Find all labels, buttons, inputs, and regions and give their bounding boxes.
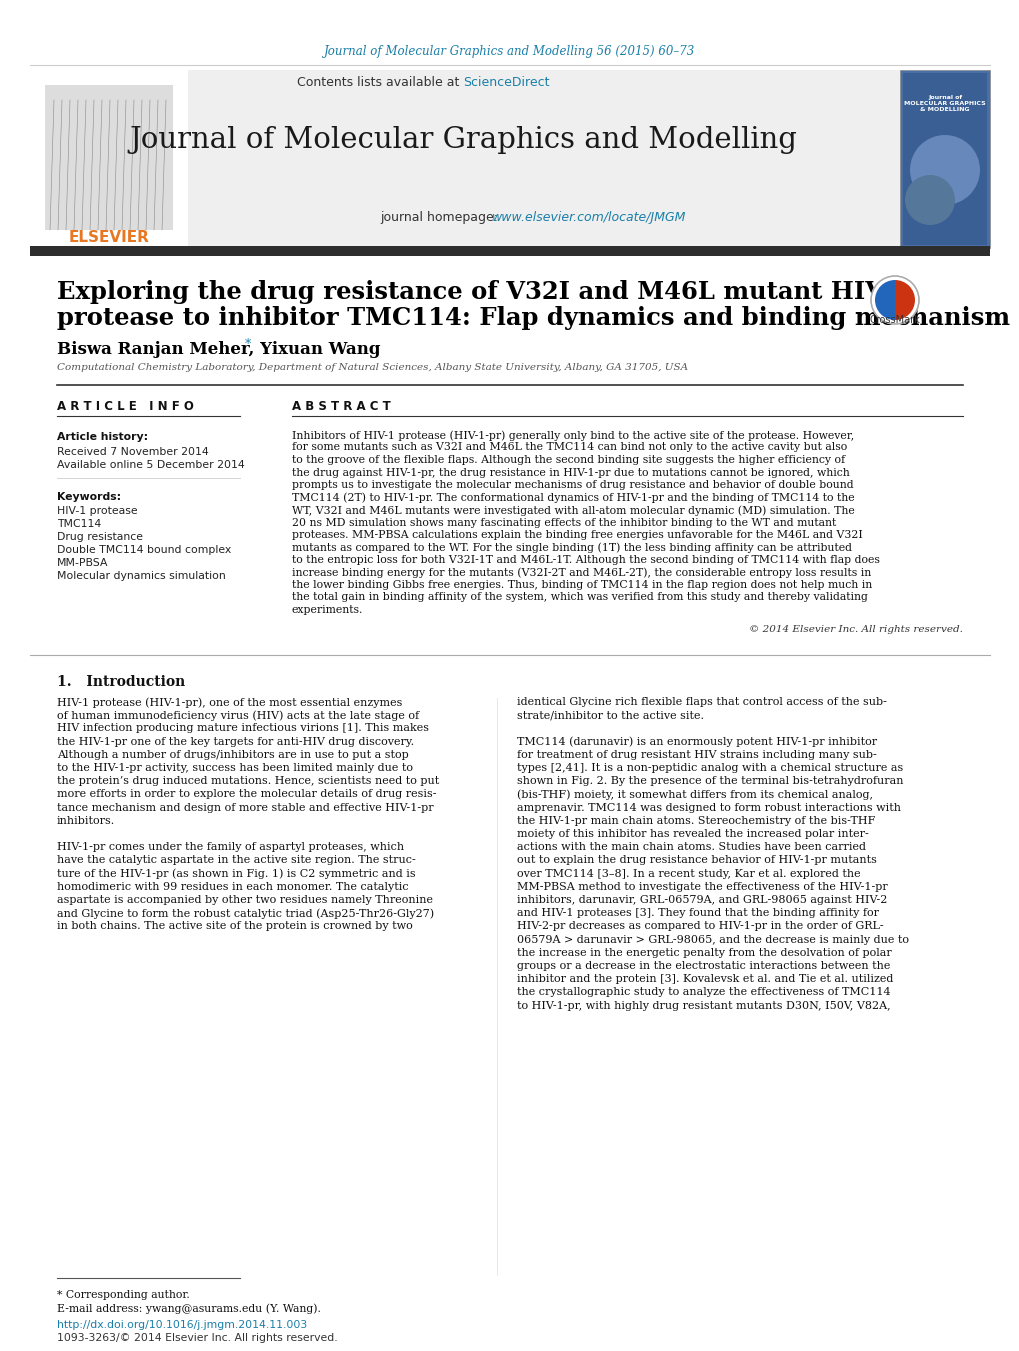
Text: Contents lists available at: Contents lists available at [297,77,463,89]
Text: Keywords:: Keywords: [57,492,121,503]
Text: HIV-1 protease: HIV-1 protease [57,507,138,516]
Text: increase binding energy for the mutants (V32I-2T and M46L-2T), the considerable : increase binding energy for the mutants … [291,567,870,578]
Text: shown in Fig. 2. By the presence of the terminal bis-tetrahydrofuran: shown in Fig. 2. By the presence of the … [517,777,903,786]
Text: A B S T R A C T: A B S T R A C T [291,400,390,412]
Bar [30,70,187,249]
Text: the increase in the energetic penalty from the desolvation of polar: the increase in the energetic penalty fr… [517,948,891,958]
Text: of human immunodeficiency virus (HIV) acts at the late stage of: of human immunodeficiency virus (HIV) ac… [57,711,419,721]
Text: 20 ns MD simulation shows many fascinating effects of the inhibitor binding to t: 20 ns MD simulation shows many fascinati… [291,517,836,527]
Text: Biswa Ranjan Meher, Yixuan Wang: Biswa Ranjan Meher, Yixuan Wang [57,342,380,358]
Text: for some mutants such as V32I and M46L the TMC114 can bind not only to the activ: for some mutants such as V32I and M46L t… [291,443,847,453]
Text: journal homepage:: journal homepage: [380,212,501,224]
Circle shape [909,135,979,205]
Text: TMC114 (darunavir) is an enormously potent HIV-1-pr inhibitor: TMC114 (darunavir) is an enormously pote… [517,736,876,747]
Text: Available online 5 December 2014: Available online 5 December 2014 [57,459,245,470]
Text: ELSEVIER: ELSEVIER [68,231,150,246]
Text: Exploring the drug resistance of V32I and M46L mutant HIV-1: Exploring the drug resistance of V32I an… [57,280,908,304]
Text: to the entropic loss for both V32I-1T and M46L-1T. Although the second binding o: to the entropic loss for both V32I-1T an… [291,555,879,565]
Text: prompts us to investigate the molecular mechanisms of drug resistance and behavi: prompts us to investigate the molecular … [291,480,853,490]
Text: in both chains. The active site of the protein is crowned by two: in both chains. The active site of the p… [57,921,413,931]
Text: the lower binding Gibbs free energies. Thus, binding of TMC114 in the flap regio: the lower binding Gibbs free energies. T… [291,580,871,590]
Text: to HIV-1-pr, with highly drug resistant mutants D30N, I50V, V82A,: to HIV-1-pr, with highly drug resistant … [517,1001,890,1011]
Bar [30,70,899,249]
Text: 1.   Introduction: 1. Introduction [57,676,185,689]
Text: protease to inhibitor TMC114: Flap dynamics and binding mechanism: protease to inhibitor TMC114: Flap dynam… [57,305,1009,330]
Text: proteases. MM-PBSA calculations explain the binding free energies unfavorable fo: proteases. MM-PBSA calculations explain … [291,530,862,540]
Text: ScienceDirect: ScienceDirect [463,77,549,89]
Text: mutants as compared to the WT. For the single binding (1T) the less binding affi: mutants as compared to the WT. For the s… [291,543,851,553]
Text: inhibitor and the protein [3]. Kovalevsk et al. and Tie et al. utilized: inhibitor and the protein [3]. Kovalevsk… [517,974,893,984]
Text: WT, V32I and M46L mutants were investigated with all-atom molecular dynamic (MD): WT, V32I and M46L mutants were investiga… [291,505,854,516]
Text: out to explain the drug resistance behavior of HIV-1-pr mutants: out to explain the drug resistance behav… [517,855,876,866]
Text: amprenavir. TMC114 was designed to form robust interactions with: amprenavir. TMC114 was designed to form … [517,802,900,812]
Text: aspartate is accompanied by other two residues namely Threonine: aspartate is accompanied by other two re… [57,894,433,905]
Text: identical Glycine rich flexible flaps that control access of the sub-: identical Glycine rich flexible flaps th… [517,697,886,707]
Text: TMC114 (2T) to HIV-1-pr. The conformational dynamics of HIV-1-pr and the binding: TMC114 (2T) to HIV-1-pr. The conformatio… [291,493,854,503]
Text: inhibitors.: inhibitors. [57,816,115,825]
Text: the protein’s drug induced mutations. Hence, scientists need to put: the protein’s drug induced mutations. He… [57,777,439,786]
Text: Journal of
MOLECULAR GRAPHICS
& MODELLING: Journal of MOLECULAR GRAPHICS & MODELLIN… [903,95,985,112]
Text: Double TMC114 bound complex: Double TMC114 bound complex [57,544,231,555]
Text: to the groove of the flexible flaps. Although the second binding site suggests t: to the groove of the flexible flaps. Alt… [291,455,845,465]
Text: * Corresponding author.: * Corresponding author. [57,1290,190,1300]
Text: Molecular dynamics simulation: Molecular dynamics simulation [57,571,225,581]
Text: types [2,41]. It is a non-peptidic analog with a chemical structure as: types [2,41]. It is a non-peptidic analo… [517,763,903,773]
Text: 1093-3263/© 2014 Elsevier Inc. All rights reserved.: 1093-3263/© 2014 Elsevier Inc. All right… [57,1333,337,1343]
Text: Article history:: Article history: [57,432,148,442]
Text: http://dx.doi.org/10.1016/j.jmgm.2014.11.003: http://dx.doi.org/10.1016/j.jmgm.2014.11… [57,1320,307,1329]
Text: HIV-1 protease (HIV-1-pr), one of the most essential enzymes: HIV-1 protease (HIV-1-pr), one of the mo… [57,697,401,708]
Wedge shape [874,280,894,320]
Text: and HIV-1 proteases [3]. They found that the binding affinity for: and HIV-1 proteases [3]. They found that… [517,908,878,919]
Wedge shape [894,280,914,320]
Text: the crystallographic study to analyze the effectiveness of TMC114: the crystallographic study to analyze th… [517,988,890,997]
Text: Although a number of drugs/inhibitors are in use to put a stop: Although a number of drugs/inhibitors ar… [57,750,409,759]
Text: HIV infection producing mature infectious virions [1]. This makes: HIV infection producing mature infectiou… [57,723,429,734]
Text: Drug resistance: Drug resistance [57,532,143,542]
Text: ture of the HIV-1-pr (as shown in Fig. 1) is C2 symmetric and is: ture of the HIV-1-pr (as shown in Fig. 1… [57,869,415,880]
Text: HIV-1-pr comes under the family of aspartyl proteases, which: HIV-1-pr comes under the family of aspar… [57,842,404,852]
Text: more efforts in order to explore the molecular details of drug resis-: more efforts in order to explore the mol… [57,789,436,800]
Text: over TMC114 [3–8]. In a recent study, Kar et al. explored the: over TMC114 [3–8]. In a recent study, Ka… [517,869,860,878]
Text: *: * [245,339,251,351]
Text: 06579A > darunavir > GRL-98065, and the decrease is mainly due to: 06579A > darunavir > GRL-98065, and the … [517,935,908,944]
Text: tance mechanism and design of more stable and effective HIV-1-pr: tance mechanism and design of more stabl… [57,802,433,812]
Bar [902,73,986,245]
Text: E-mail address: ywang@asurams.edu (Y. Wang).: E-mail address: ywang@asurams.edu (Y. Wa… [57,1302,321,1313]
Text: homodimeric with 99 residues in each monomer. The catalytic: homodimeric with 99 residues in each mon… [57,882,409,892]
Bar [45,85,173,230]
Text: and Glycine to form the robust catalytic triad (Asp25-Thr26-Gly27): and Glycine to form the robust catalytic… [57,908,434,919]
Text: experiments.: experiments. [291,605,363,615]
Text: the HIV-1-pr main chain atoms. Stereochemistry of the bis-THF: the HIV-1-pr main chain atoms. Stereoche… [517,816,874,825]
Text: (bis-THF) moiety, it somewhat differs from its chemical analog,: (bis-THF) moiety, it somewhat differs fr… [517,789,872,800]
Text: to the HIV-1-pr activity, success has been limited mainly due to: to the HIV-1-pr activity, success has be… [57,763,413,773]
Text: the total gain in binding affinity of the system, which was verified from this s: the total gain in binding affinity of th… [291,593,867,603]
Text: actions with the main chain atoms. Studies have been carried: actions with the main chain atoms. Studi… [517,842,865,852]
Text: the HIV-1-pr one of the key targets for anti-HIV drug discovery.: the HIV-1-pr one of the key targets for … [57,736,414,747]
Circle shape [870,276,918,324]
Text: Received 7 November 2014: Received 7 November 2014 [57,447,209,457]
Text: for treatment of drug resistant HIV strains including many sub-: for treatment of drug resistant HIV stra… [517,750,876,759]
Circle shape [904,176,954,226]
Text: © 2014 Elsevier Inc. All rights reserved.: © 2014 Elsevier Inc. All rights reserved… [748,626,962,635]
Text: www.elsevier.com/locate/JMGM: www.elsevier.com/locate/JMGM [491,212,686,224]
Text: strate/inhibitor to the active site.: strate/inhibitor to the active site. [517,711,703,720]
Text: inhibitors, darunavir, GRL-06579A, and GRL-98065 against HIV-2: inhibitors, darunavir, GRL-06579A, and G… [517,894,887,905]
Text: MM-PBSA: MM-PBSA [57,558,108,567]
Text: A R T I C L E   I N F O: A R T I C L E I N F O [57,400,194,412]
Text: HIV-2-pr decreases as compared to HIV-1-pr in the order of GRL-: HIV-2-pr decreases as compared to HIV-1-… [517,921,882,931]
Text: Inhibitors of HIV-1 protease (HIV-1-pr) generally only bind to the active site o: Inhibitors of HIV-1 protease (HIV-1-pr) … [291,430,854,440]
Text: Journal of Molecular Graphics and Modelling: Journal of Molecular Graphics and Modell… [129,126,796,154]
Text: moiety of this inhibitor has revealed the increased polar inter-: moiety of this inhibitor has revealed th… [517,830,868,839]
Text: MM-PBSA method to investigate the effectiveness of the HIV-1-pr: MM-PBSA method to investigate the effect… [517,882,887,892]
Text: groups or a decrease in the electrostatic interactions between the: groups or a decrease in the electrostati… [517,961,890,971]
Text: have the catalytic aspartate in the active site region. The struc-: have the catalytic aspartate in the acti… [57,855,416,866]
Text: TMC114: TMC114 [57,519,101,530]
Text: Computational Chemistry Laboratory, Department of Natural Sciences, Albany State: Computational Chemistry Laboratory, Depa… [57,363,688,373]
Text: Journal of Molecular Graphics and Modelling 56 (2015) 60–73: Journal of Molecular Graphics and Modell… [324,46,695,58]
Text: CrossMark: CrossMark [869,315,919,326]
Bar [899,70,989,249]
Text: the drug against HIV-1-pr, the drug resistance in HIV-1-pr due to mutations cann: the drug against HIV-1-pr, the drug resi… [291,467,849,477]
Bar [30,246,989,255]
